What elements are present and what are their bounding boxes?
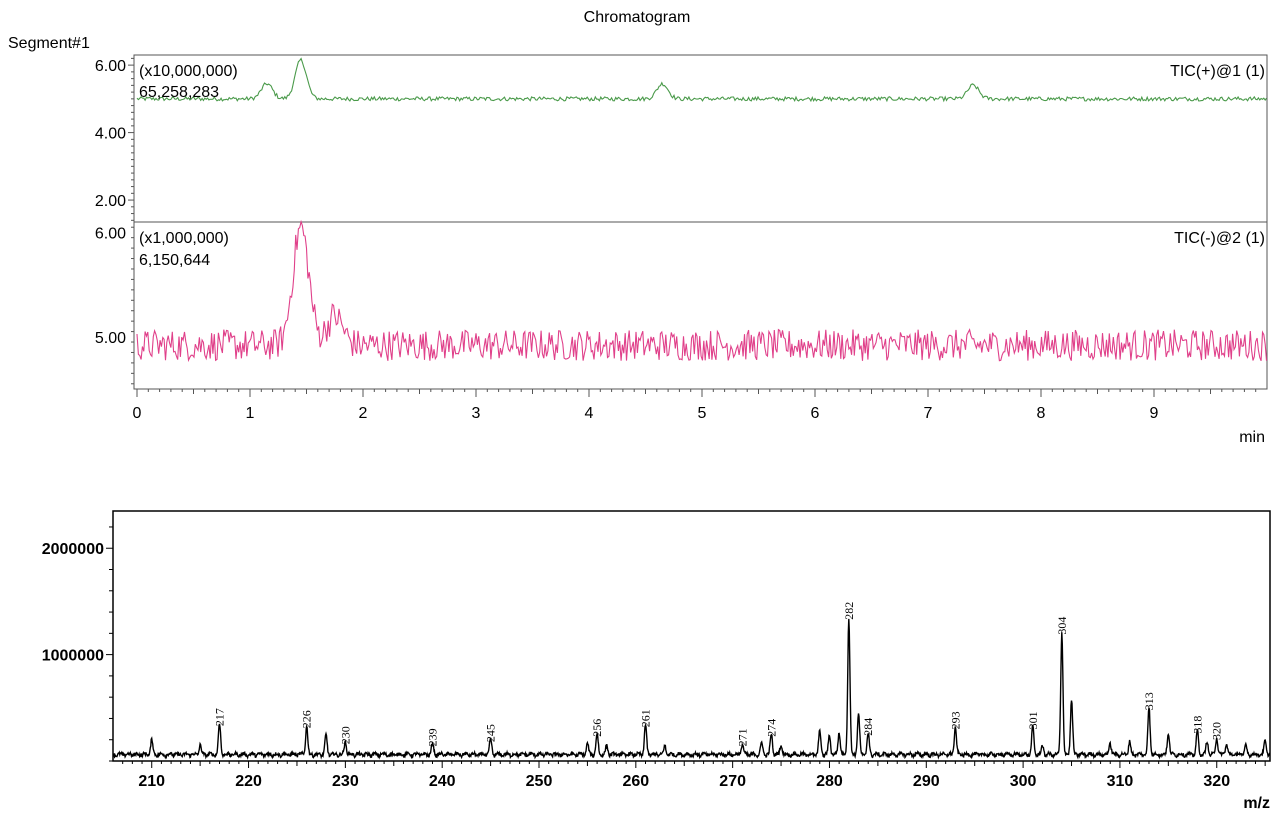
x-tick-label: 210 — [138, 773, 165, 790]
peak-label: 261 — [639, 709, 653, 727]
spectrum-x-axis: 210 220 230 240 250 260 270 280 290 300 310 320 — [122, 761, 1266, 790]
tic-neg-y-axis: 5.00 6.00 — [95, 225, 134, 385]
x-tick-label: 300 — [1010, 773, 1037, 790]
x-tick-label: 260 — [622, 773, 649, 790]
spectrum-frame — [112, 510, 1271, 762]
peak-label: 271 — [735, 728, 749, 746]
mz-axis-label: m/z — [1243, 795, 1270, 812]
y-tick-label: 4.00 — [95, 126, 126, 143]
x-tick-label: 0 — [133, 405, 142, 422]
x-tick-label: 220 — [235, 773, 262, 790]
peak-label: 226 — [300, 710, 314, 728]
peak-label: 230 — [338, 726, 352, 744]
peak-label: 245 — [484, 724, 498, 742]
tic-pos-series-name: TIC(+)@1 (1) — [1170, 63, 1265, 80]
peak-label: 239 — [426, 728, 440, 746]
peak-label: 284 — [861, 718, 875, 736]
segment-label: Segment#1 — [8, 35, 90, 52]
x-tick-label: 250 — [526, 773, 553, 790]
x-tick-label: 2 — [359, 405, 368, 422]
tic-neg-trace — [136, 219, 1268, 363]
time-x-axis: 0 1 2 3 4 5 6 7 8 9 — [133, 389, 1257, 422]
peak-label: 217 — [213, 708, 227, 726]
y-tick-label: 1000000 — [42, 648, 104, 665]
y-tick-label: 2.00 — [95, 193, 126, 210]
peak-label: 282 — [842, 602, 856, 620]
peak-label: 320 — [1210, 722, 1224, 740]
y-tick-label: 6.00 — [95, 225, 126, 242]
x-tick-label: 280 — [816, 773, 843, 790]
x-tick-label: 3 — [472, 405, 481, 422]
x-tick-label: 9 — [1150, 405, 1159, 422]
tic-pos-trace — [136, 57, 1267, 103]
tic-pos-max-label: 65,258,283 — [139, 84, 219, 101]
x-tick-label: 270 — [719, 773, 746, 790]
peak-label: 304 — [1055, 617, 1069, 635]
spectrum-trace — [112, 618, 1271, 760]
x-tick-label: 7 — [924, 405, 933, 422]
x-tick-label: 230 — [332, 773, 359, 790]
y-tick-label: 5.00 — [95, 330, 126, 347]
x-tick-label: 320 — [1203, 773, 1230, 790]
peak-label: 301 — [1026, 711, 1040, 729]
tic-pos-y-axis: 2.00 4.00 6.00 — [95, 57, 134, 221]
peak-label: 313 — [1142, 692, 1156, 710]
tic-pos-scale-label: (x10,000,000) — [139, 63, 238, 80]
x-tick-label: 1 — [246, 405, 255, 422]
peak-label: 318 — [1190, 716, 1204, 734]
page-title: Chromatogram — [584, 9, 691, 26]
y-tick-label: 6.00 — [95, 58, 126, 75]
x-tick-label: 290 — [913, 773, 940, 790]
x-tick-label: 310 — [1107, 773, 1134, 790]
time-axis-label: min — [1239, 429, 1265, 446]
tic-neg-series-name: TIC(-)@2 (1) — [1174, 230, 1265, 247]
tic-neg-max-label: 6,150,644 — [139, 252, 210, 269]
peak-label: 293 — [948, 711, 962, 729]
peak-label: 274 — [764, 719, 778, 737]
x-tick-label: 240 — [429, 773, 456, 790]
x-tick-label: 5 — [698, 405, 707, 422]
tic-neg-scale-label: (x1,000,000) — [139, 230, 229, 247]
peak-label: 256 — [590, 719, 604, 737]
spectrum-y-axis: 1000000 2000000 — [42, 526, 113, 762]
x-tick-label: 8 — [1037, 405, 1046, 422]
y-tick-label: 2000000 — [42, 541, 104, 558]
x-tick-label: 4 — [585, 405, 594, 422]
peak-labels: 217 226 230 239 245 256 261 271 274 282 284 293 301 3… — [213, 602, 1224, 747]
x-tick-label: 6 — [811, 405, 820, 422]
